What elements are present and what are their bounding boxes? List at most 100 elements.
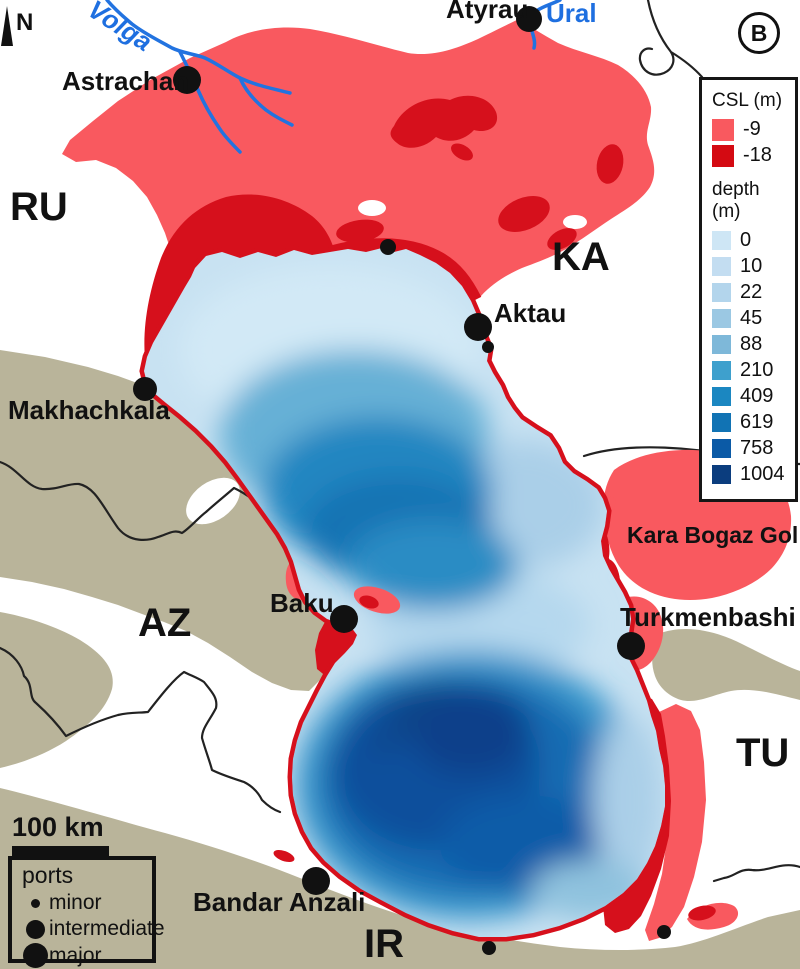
land-caucasus [0,350,359,691]
depth-item-label: 10 [740,255,763,277]
port-size-dot-col [22,943,49,968]
depth-item-swatch [712,231,731,250]
panel-letter: B [750,19,768,46]
port-dot-turkmenbashi [617,632,645,660]
csl-legend-title: CSL (m) [712,90,783,111]
border-ru-ka [638,0,704,79]
label-az: AZ [138,601,191,645]
depth-legend-title: depth (m) [712,179,760,222]
label-astrachan: Astrachan [62,66,189,96]
ports-item-row: major [22,943,152,968]
scale-bar-rule [12,846,109,857]
label-tu: TU [736,731,789,775]
compass: N [1,6,33,46]
depth-item-row: 210 [712,359,791,382]
depth-item-swatch [712,257,731,276]
label-volga: Volga [83,0,158,57]
volga-delta-branch-b [238,76,294,127]
depth-item-row: 758 [712,437,791,460]
depth-item-swatch [712,361,731,380]
label-bandar-anzali: Bandar Anzali [193,887,365,917]
port-dot-astrachan [173,66,201,94]
port-dot-makhachkala [133,377,157,401]
port-dot-ir-coast [482,941,496,955]
port-size-dot-col [22,919,49,939]
depth-item-swatch [712,387,731,406]
valley-gap [186,477,240,525]
port-dot-se-coast [657,925,671,939]
port-size-dot-col [22,898,49,908]
port-dot-bandar-anzali [302,867,330,895]
label-ural: Ural [546,0,597,28]
ports-item-row: intermediate [22,917,165,941]
north-arrow-icon [1,6,13,46]
ports-item-label: intermediate [49,917,165,940]
label-ka: KA [552,235,610,279]
label-atyrau: Atyrau [446,0,528,24]
border-az-ir [0,646,282,814]
csl-item-swatch [712,118,734,141]
label-aktau: Aktau [494,298,566,328]
csl-item-row: -18 [712,144,791,167]
depth-item-label: 1004 [740,463,785,485]
land-lesser-caucasus [0,612,113,768]
land-turkmen-ridge [652,629,800,702]
port-dot-aktau [464,313,492,341]
depth-item-swatch [712,335,731,354]
csl-item-label: -18 [743,144,772,166]
depth-item-label: 88 [740,333,763,355]
csl-item-swatch [712,144,734,167]
port-size-dot-major [23,943,48,968]
port-dot-aktau-minor [482,341,494,353]
volga-river [105,0,292,95]
csl-item-label: -9 [743,118,761,140]
deepflood-squiggle [390,95,498,148]
flood-southeast-strip [645,704,706,941]
label-makhachkala: Makhachkala [8,395,170,425]
sea-depth-shading [180,265,663,920]
depth-item-label: 619 [740,411,774,433]
label-ru: RU [10,185,68,229]
depth-item-label: 758 [740,437,774,459]
depth-item-label: 45 [740,307,763,329]
depth-item-row: 0 [712,229,791,252]
depth-item-label: 22 [740,281,763,303]
ports-legend: ports minor intermediate major [8,856,165,968]
scale-bar: 100 km [12,812,109,857]
depth-item-row: 88 [712,333,791,356]
land-iran [0,788,800,969]
ports-legend-title: ports [22,862,74,888]
map-legend: CSL (m) -9 -18 depth (m) 0 10 22 45 88 210 409 6… [699,77,798,502]
ports-item-label: major [49,943,102,967]
ports-item-label: minor [49,891,102,914]
depth-item-swatch [712,413,731,432]
label-kara-bogaz-gol: Kara Bogaz Gol [627,522,798,548]
port-dot-atyrau [516,6,542,32]
depth-item-swatch [712,439,731,458]
depth-item-row: 619 [712,411,791,434]
csl-legend-rows: -9 -18 [712,118,791,167]
depth-item-row: 1004 [712,463,791,486]
depth-item-swatch [712,283,731,302]
port-dot-baku [330,605,358,633]
label-ir: IR [364,922,404,966]
port-size-dot-intermediate [26,919,45,939]
land-regions [0,350,800,969]
depth-item-row: 409 [712,385,791,408]
absheron-banks-deep [359,595,379,609]
label-baku: Baku [270,588,334,618]
port-size-dot-minor [31,898,40,908]
deepflood-nw-band [144,194,336,369]
depth-item-label: 210 [740,359,774,381]
depth-item-swatch [712,309,731,328]
panel-badge: B [738,12,780,54]
port-dots [133,6,671,955]
scale-bar-label: 100 km [12,812,104,842]
depth-legend-rows: 0 10 22 45 88 210 409 619 758 1004 [712,229,791,486]
depth-item-label: 409 [740,385,774,407]
port-dot-north-coast [380,239,396,255]
depth-item-row: 45 [712,307,791,330]
depth-item-row: 10 [712,255,791,278]
